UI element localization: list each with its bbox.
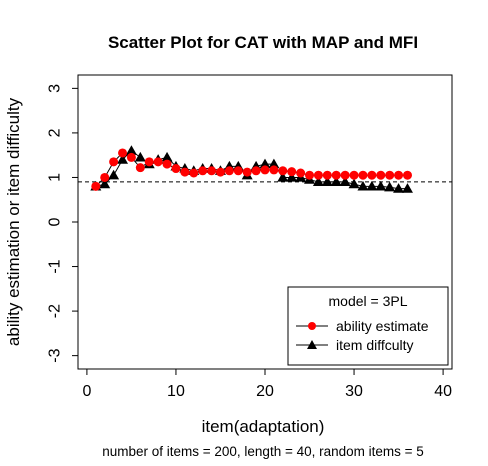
difficulty-point xyxy=(277,171,289,182)
series-ability-estimate xyxy=(91,148,412,191)
difficulty-point xyxy=(286,171,298,182)
chart-title: Scatter Plot for CAT with MAP and MFI xyxy=(108,33,418,52)
difficulty-point xyxy=(357,180,369,191)
legend-marker-difficulty xyxy=(307,340,317,349)
ability-point xyxy=(215,167,225,177)
ability-point xyxy=(331,170,341,180)
ability-point xyxy=(109,157,119,167)
ability-point xyxy=(135,163,145,173)
difficulty-point xyxy=(108,169,120,180)
series-layer xyxy=(90,145,413,193)
ability-point xyxy=(269,165,279,175)
ability-point xyxy=(305,170,315,180)
ability-point xyxy=(162,159,172,169)
legend-label-difficulty: item diffculty xyxy=(336,337,414,353)
ability-point xyxy=(367,170,377,180)
difficulty-point xyxy=(312,176,324,187)
ability-point xyxy=(349,170,359,180)
chart-subtitle: number of items = 200, length = 40, rand… xyxy=(102,444,424,459)
difficulty-point xyxy=(117,154,129,164)
ability-point xyxy=(278,166,288,176)
y-tick-label: -2 xyxy=(47,304,64,318)
difficulty-point xyxy=(375,180,387,191)
difficulty-point xyxy=(268,158,280,169)
ability-point xyxy=(91,181,101,191)
legend-marker-ability xyxy=(308,322,316,330)
x-tick-label: 40 xyxy=(434,383,452,400)
x-tick-label: 0 xyxy=(82,383,91,400)
ability-point xyxy=(126,152,136,162)
difficulty-point xyxy=(366,180,378,191)
x-axis-label: item(adaptation) xyxy=(202,417,325,436)
difficulty-point xyxy=(401,183,413,193)
y-tick-label: 0 xyxy=(47,217,64,226)
y-tick-label: 1 xyxy=(47,173,64,182)
y-tick-label: 2 xyxy=(47,128,64,137)
legend-title: model = 3PL xyxy=(329,293,408,309)
ability-point xyxy=(322,170,332,180)
y-tick-label: 3 xyxy=(47,84,64,93)
x-tick-label: 20 xyxy=(256,383,274,400)
ability-point xyxy=(296,168,306,178)
difficulty-point xyxy=(384,181,396,192)
ability-point xyxy=(313,170,323,180)
ability-point xyxy=(180,167,190,177)
difficulty-point xyxy=(259,158,271,169)
difficulty-point xyxy=(125,145,137,155)
ability-point xyxy=(340,170,350,180)
ability-point xyxy=(385,170,395,180)
ability-point xyxy=(251,166,261,176)
difficulty-point xyxy=(393,183,405,193)
difficulty-point xyxy=(348,178,360,189)
difficulty-point xyxy=(321,176,333,187)
ability-point xyxy=(171,164,181,174)
ability-point xyxy=(402,170,412,180)
y-tick-label: -1 xyxy=(47,259,64,273)
ability-point xyxy=(376,170,386,180)
ability-point xyxy=(198,166,208,176)
ability-point xyxy=(153,157,163,167)
difficulty-point xyxy=(99,178,111,189)
ability-point xyxy=(118,148,128,158)
legend-label-ability: ability estimate xyxy=(336,318,429,334)
x-tick-label: 10 xyxy=(167,383,185,400)
ability-point xyxy=(260,165,270,175)
ability-point xyxy=(394,170,404,180)
y-axis: -3 -2 -1 0 1 2 3 xyxy=(47,84,78,363)
difficulty-point xyxy=(134,151,146,162)
x-tick-label: 30 xyxy=(345,383,363,400)
ability-point xyxy=(224,166,234,176)
ability-point xyxy=(189,168,199,178)
difficulty-point xyxy=(161,151,173,162)
ability-point xyxy=(287,167,297,177)
difficulty-point xyxy=(339,176,351,187)
difficulty-point xyxy=(330,176,342,187)
ability-point xyxy=(100,172,110,182)
y-axis-label: ability estimation or item difficulty xyxy=(4,97,23,346)
ability-point xyxy=(207,166,217,176)
y-tick-label: -3 xyxy=(47,348,64,362)
ability-point xyxy=(233,166,243,176)
x-axis: 0 10 20 30 40 xyxy=(82,369,452,400)
legend: model = 3PL ability estimate item diffcu… xyxy=(287,286,449,366)
ability-point xyxy=(144,157,154,167)
ability-point xyxy=(242,167,252,177)
ability-point xyxy=(358,170,368,180)
